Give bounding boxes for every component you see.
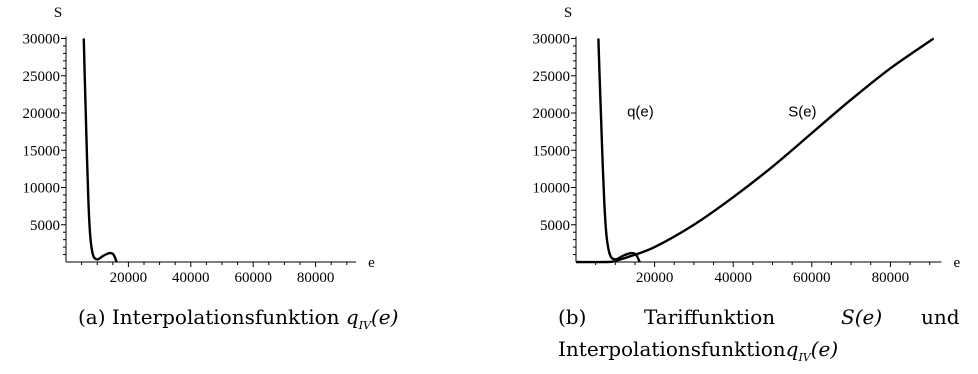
panel-b-series-qe-line [597,38,641,263]
panel-b-y-tick-label: 10000 [533,181,571,197]
panel-a-y-tick-label: 25000 [23,69,61,85]
panel-b-series-se-line [575,37,935,264]
caption-b-word2: S(e) [841,305,883,329]
panel-a-series-q-line [82,38,118,263]
caption-a-arg: (e) [371,305,399,329]
panel-a-x-tick-label: 80000 [297,270,335,286]
panel-a-y-tick-label: 10000 [23,181,61,197]
panel-b-annotation-qe: q(e) [627,104,654,121]
panel-b-y-tick-label: 25000 [533,69,571,85]
panel-a-y-axis-title: S [54,5,62,21]
panel-b-x-axis-title: e [953,255,960,271]
panel-b-y-tick-label: 5000 [540,218,570,234]
panel-a-y-tick-label: 15000 [23,143,61,159]
panel-b-y-tick-label: 20000 [533,106,571,122]
caption-b-label: (b) [558,305,587,329]
panel-a-y-tick-label: 5000 [30,218,60,234]
caption-a: (a) Interpolationsfunktion qIV(e) [78,305,398,332]
panel-b-y-axis-title: S [564,5,572,21]
caption-b-sub: IV [798,351,811,364]
caption-b-math: q [785,337,799,361]
panel-a-y-tick-label: 30000 [23,32,61,48]
caption-b-text: Interpolationsfunktion [558,337,786,361]
caption-a-math: q [345,305,359,329]
caption-b-word1: Tariffunktion [644,305,776,329]
caption-b-arg: (e) [810,337,839,361]
panel-a-y-tick-label: 20000 [23,106,61,122]
caption-a-sub: IV [358,319,371,332]
panel-b-x-tick-label: 20000 [636,270,674,286]
caption-b-line2: InterpolationsfunktionqIV(e) [558,337,838,364]
panel-b-annotation-se: S(e) [788,104,816,121]
panel-a-x-axis-title: e [368,255,375,271]
panel-b-x-tick-label: 80000 [872,270,910,286]
panel-b-x-tick-label: 40000 [714,270,752,286]
caption-a-label: (a) [78,305,106,329]
panel-b-x-tick-label: 60000 [793,270,831,286]
panel-a-x-tick-label: 40000 [172,270,210,286]
panel-a-x-tick-label: 60000 [234,270,272,286]
panel-b-y-tick-label: 15000 [533,143,571,159]
panel-b-y-tick-label: 30000 [533,32,571,48]
panel-a-x-tick-label: 20000 [110,270,148,286]
caption-b-word3: und [921,305,960,329]
caption-a-text: Interpolationsfunktion [111,305,340,329]
